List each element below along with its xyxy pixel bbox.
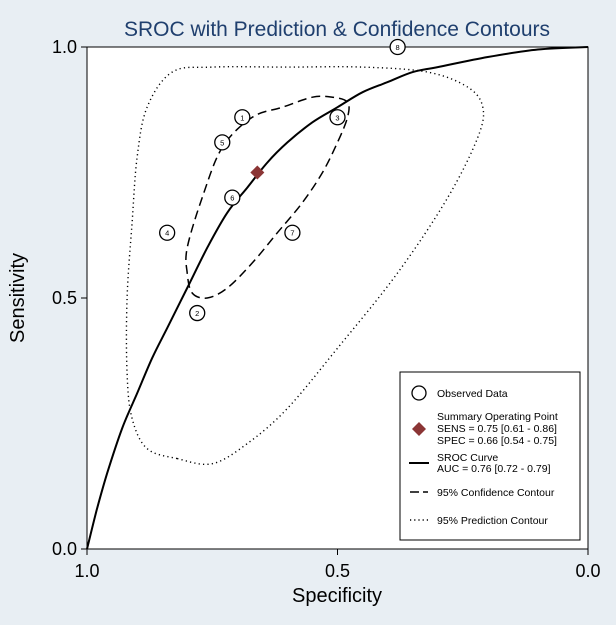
observed-point-marker [389, 38, 406, 56]
observed-point-marker [234, 109, 251, 126]
observed-point-marker [159, 224, 176, 241]
y-axis-label: Sensitivity [7, 253, 29, 343]
legend-summary-spec: SPEC = 0.66 [0.54 - 0.75] [437, 435, 557, 447]
observed-points-layer: 1 2 3 4 5 6 7 8 [159, 38, 406, 322]
legend-observed-label: Observed Data [437, 388, 508, 400]
y-tick-label: 0.0 [52, 539, 77, 559]
observed-point: 4 [159, 224, 176, 241]
observed-point-label: 7 [290, 229, 294, 238]
legend-summary-marker [412, 422, 426, 436]
observed-point-label: 8 [396, 43, 400, 52]
y-tick-label: 0.5 [52, 288, 77, 308]
observed-point: 5 [214, 134, 231, 151]
legend-confidence-label: 95% Confidence Contour [437, 487, 555, 499]
observed-point: 1 [234, 109, 251, 126]
legend-prediction-label: 95% Prediction Contour [437, 515, 548, 527]
y-tick-label: 1.0 [52, 37, 77, 57]
observed-point-label: 1 [240, 113, 244, 122]
x-axis-label: Specificity [292, 585, 382, 607]
observed-point-marker [224, 189, 241, 206]
legend-summary-title: Summary Operating Point [437, 411, 558, 423]
observed-point: 2 [189, 304, 206, 322]
observed-point: 7 [284, 224, 301, 241]
legend-summary-sens: SENS = 0.75 [0.61 - 0.86] [437, 423, 557, 435]
observed-point: 3 [329, 109, 346, 126]
observed-point-marker [329, 109, 346, 126]
confidence-contour [185, 95, 350, 299]
observed-point-label: 3 [335, 113, 339, 122]
x-tick-label: 1.0 [74, 561, 99, 581]
legend-sroc-auc: AUC = 0.76 [0.72 - 0.79] [437, 463, 551, 475]
observed-point-label: 5 [220, 138, 224, 147]
observed-point: 6 [224, 189, 241, 206]
x-tick-label: 0.0 [575, 561, 600, 581]
summary-point-layer [250, 165, 265, 180]
legend-sroc-title: SROC Curve [437, 452, 498, 464]
confidence-contour-layer [185, 95, 350, 299]
observed-point-label: 2 [195, 309, 199, 318]
observed-point-marker [189, 304, 206, 322]
chart-title: SROC with Prediction & Confidence Contou… [124, 18, 550, 41]
observed-point-label: 4 [165, 229, 169, 238]
observed-point-marker [214, 134, 231, 151]
legend-observed-marker [411, 385, 427, 401]
axes-layer: 1.0 0.5 0.0 0.0 0.5 1.0 [52, 37, 601, 581]
observed-point-marker [284, 224, 301, 241]
x-tick-label: 0.5 [325, 561, 350, 581]
summary-operating-point [250, 165, 265, 180]
observed-point-label: 6 [230, 194, 234, 203]
legend: Observed Data Summary Operating Point SE… [399, 371, 581, 541]
legend-box [399, 371, 581, 541]
observed-point: 8 [389, 38, 406, 56]
